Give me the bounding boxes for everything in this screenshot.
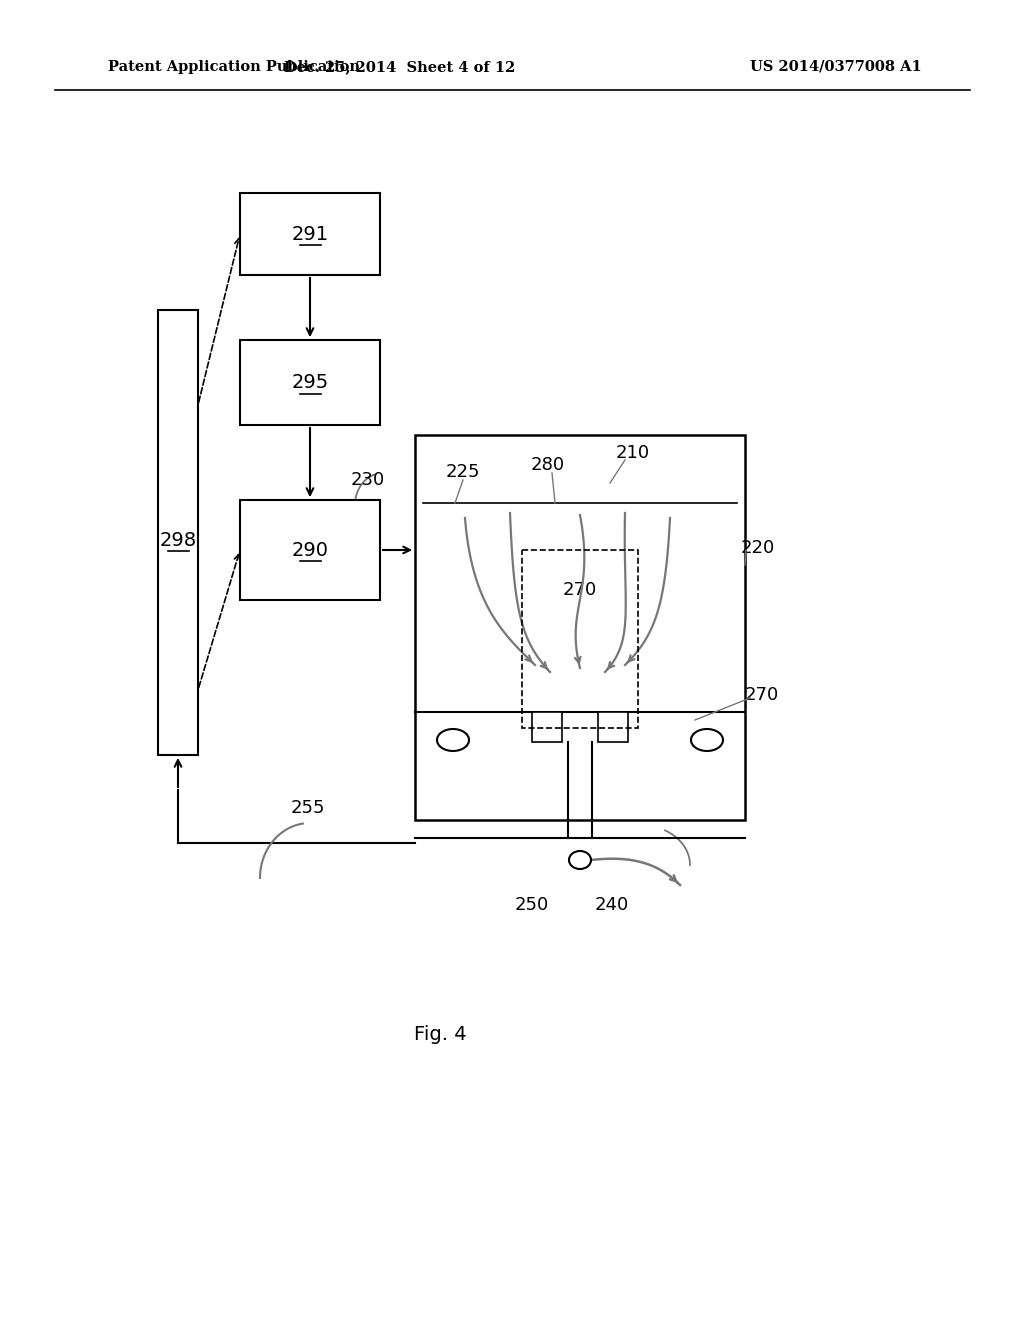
Bar xyxy=(158,310,198,755)
Text: 270: 270 xyxy=(563,581,597,599)
Bar xyxy=(598,711,628,742)
Text: 270: 270 xyxy=(744,686,779,704)
Text: 225: 225 xyxy=(445,463,480,480)
Text: 298: 298 xyxy=(160,531,197,549)
Bar xyxy=(415,436,745,820)
Bar xyxy=(240,193,380,275)
Text: 295: 295 xyxy=(292,374,329,392)
Text: 280: 280 xyxy=(530,455,565,474)
Bar xyxy=(522,550,638,729)
Text: 220: 220 xyxy=(741,539,775,557)
Ellipse shape xyxy=(569,851,591,869)
Ellipse shape xyxy=(437,729,469,751)
Text: Dec. 25, 2014  Sheet 4 of 12: Dec. 25, 2014 Sheet 4 of 12 xyxy=(285,59,516,74)
Bar xyxy=(532,711,562,742)
Text: 291: 291 xyxy=(292,224,329,243)
Ellipse shape xyxy=(691,729,723,751)
Text: Fig. 4: Fig. 4 xyxy=(414,1026,466,1044)
Bar xyxy=(240,341,380,425)
Bar xyxy=(240,500,380,601)
Text: 210: 210 xyxy=(616,444,650,462)
Text: 290: 290 xyxy=(292,540,329,560)
Text: 230: 230 xyxy=(351,471,385,488)
Text: 255: 255 xyxy=(291,799,326,817)
Text: US 2014/0377008 A1: US 2014/0377008 A1 xyxy=(750,59,922,74)
Text: 250: 250 xyxy=(515,896,549,913)
Text: 240: 240 xyxy=(595,896,629,913)
Text: Patent Application Publication: Patent Application Publication xyxy=(108,59,360,74)
Bar xyxy=(423,503,737,758)
